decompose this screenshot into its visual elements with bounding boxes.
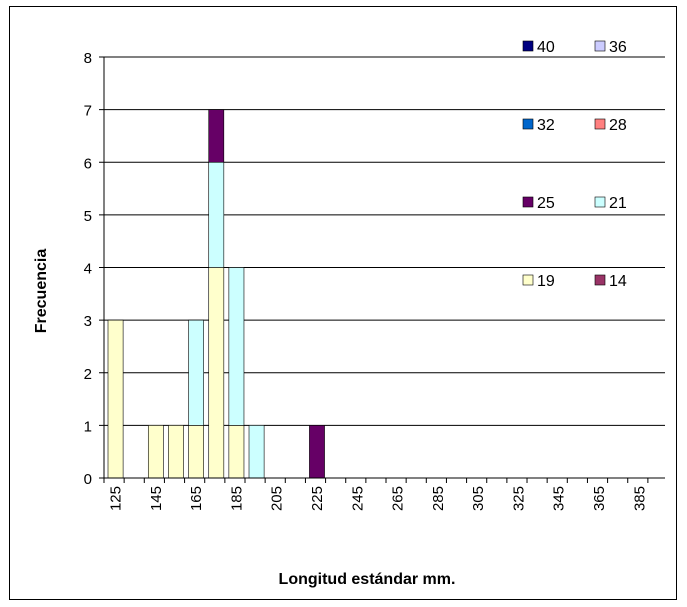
y-tick-label-6: 6 <box>84 155 92 172</box>
x-tick-label-145: 145 <box>148 486 165 511</box>
bar-225-series-25 <box>309 425 325 479</box>
y-tick-labels: 0 1 2 3 4 5 6 7 8 <box>84 50 92 488</box>
bar-125-series-19 <box>107 319 124 479</box>
x-tick-label-165: 165 <box>188 486 205 511</box>
x-tick-label-385: 385 <box>631 486 648 511</box>
bar-175-series-21 <box>208 161 225 268</box>
y-tick-label-7: 7 <box>84 103 92 120</box>
y-tick-label-2: 2 <box>84 366 92 383</box>
legend-label-14: 14 <box>609 273 627 290</box>
y-tick-label-8: 8 <box>84 50 92 67</box>
legend-label-25: 25 <box>537 195 555 212</box>
legend: 40 36 32 28 25 21 19 14 <box>522 39 627 290</box>
legend-swatch-21 <box>594 196 606 208</box>
bar-165-series-19 <box>188 425 204 479</box>
x-tick-label-225: 225 <box>309 486 326 511</box>
x-tick-label-265: 265 <box>390 486 407 511</box>
x-tick-label-185: 185 <box>228 486 245 511</box>
legend-swatch-40 <box>522 40 534 52</box>
legend-swatch-14 <box>594 274 606 286</box>
gridlines <box>104 56 665 426</box>
x-tick-label-205: 205 <box>269 486 286 511</box>
legend-swatch-32 <box>522 118 534 130</box>
legend-label-32: 32 <box>537 117 555 134</box>
legend-swatch-19 <box>522 274 534 286</box>
x-tick-label-345: 345 <box>551 486 568 511</box>
bar-165-series-21 <box>188 319 204 426</box>
legend-swatch-28 <box>594 118 606 130</box>
x-tick-labels: 125 145 165 185 205 225 245 265 285 305 325 345 365 3… <box>108 486 649 511</box>
axes <box>99 56 665 483</box>
x-tick-label-305: 305 <box>470 486 487 511</box>
x-tick-label-365: 365 <box>591 486 608 511</box>
y-tick-label-5: 5 <box>84 208 92 225</box>
y-axis-title: Frecuencia <box>33 249 50 334</box>
bar-185-series-19 <box>228 425 245 479</box>
legend-label-28: 28 <box>609 117 627 134</box>
legend-swatch-36 <box>594 40 606 52</box>
y-tick-label-3: 3 <box>84 313 92 330</box>
x-tick-label-125: 125 <box>108 486 125 511</box>
legend-label-19: 19 <box>537 273 555 290</box>
legend-label-36: 36 <box>609 39 627 56</box>
y-tick-label-0: 0 <box>84 471 92 488</box>
bar-175-series-19 <box>208 267 225 479</box>
legend-swatch-25 <box>522 196 534 208</box>
bars <box>107 109 325 479</box>
x-axis-title: Longitud estándar mm. <box>279 571 456 588</box>
chart-area <box>9 6 677 600</box>
bar-175-series-25 <box>208 109 225 163</box>
bar-195-series-21 <box>248 425 265 479</box>
legend-label-40: 40 <box>537 39 555 56</box>
y-tick-label-4: 4 <box>84 261 92 278</box>
legend-label-21: 21 <box>609 195 627 212</box>
bar-145-series-19 <box>147 425 164 479</box>
bar-155-series-19 <box>168 425 184 479</box>
x-tick-label-285: 285 <box>430 486 447 511</box>
y-tick-label-1: 1 <box>84 418 92 435</box>
x-tick-label-325: 325 <box>510 486 527 511</box>
x-tick-label-245: 245 <box>349 486 366 511</box>
bar-185-series-21 <box>228 267 245 426</box>
